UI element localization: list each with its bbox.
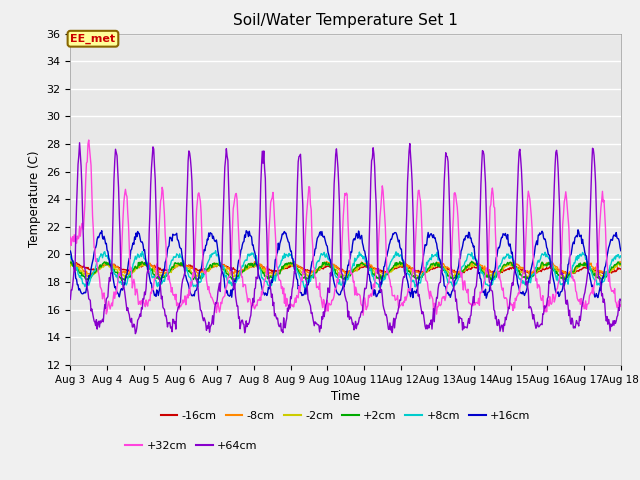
Title: Soil/Water Temperature Set 1: Soil/Water Temperature Set 1 bbox=[233, 13, 458, 28]
Legend: +32cm, +64cm: +32cm, +64cm bbox=[121, 436, 262, 456]
Y-axis label: Temperature (C): Temperature (C) bbox=[28, 151, 41, 248]
Text: EE_met: EE_met bbox=[70, 34, 116, 44]
X-axis label: Time: Time bbox=[331, 390, 360, 403]
